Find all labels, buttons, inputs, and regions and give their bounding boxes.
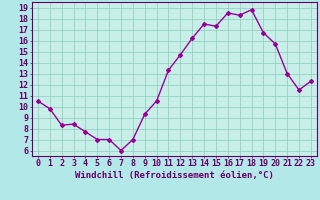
X-axis label: Windchill (Refroidissement éolien,°C): Windchill (Refroidissement éolien,°C) <box>75 171 274 180</box>
